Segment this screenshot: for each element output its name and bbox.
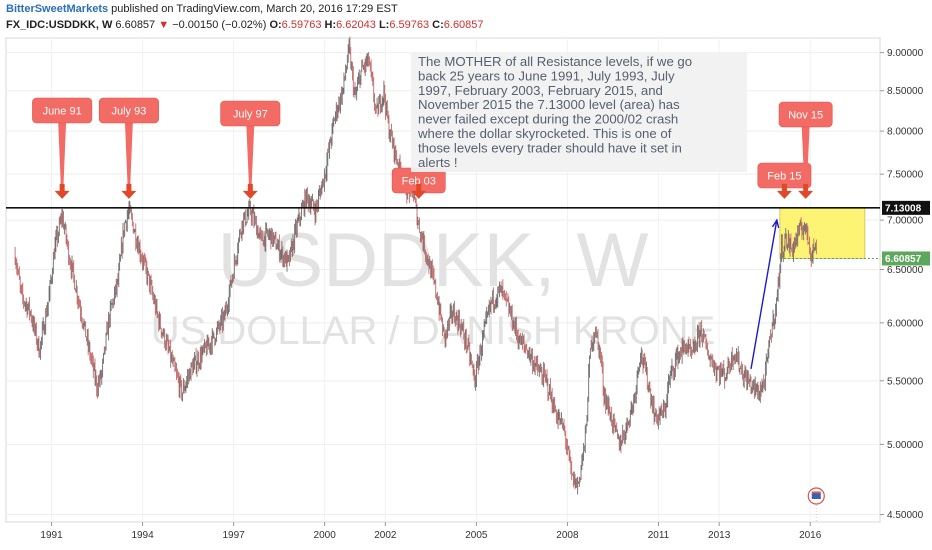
- close-value: 6.60857: [443, 19, 484, 31]
- y-tick-label: 5.00000: [887, 440, 924, 451]
- x-tick-label: 1994: [131, 530, 154, 541]
- x-tick-label: 2000: [314, 530, 337, 541]
- event-icon-body: [811, 493, 821, 499]
- note-line: The MOTHER of all Resistance levels, if …: [418, 54, 692, 69]
- calendar-event-icon: [807, 487, 825, 522]
- down-arrow-icon: [803, 183, 809, 192]
- annotation-callout: Feb 03: [391, 167, 446, 199]
- price-tag-bg: [882, 200, 930, 215]
- x-tick-label: 2002: [374, 530, 397, 541]
- note-line: where the dollar skyrocketed. This is on…: [417, 126, 672, 141]
- callout-pointer: [58, 121, 67, 186]
- x-tick-label: 2005: [465, 530, 488, 541]
- callout-label: July 97: [233, 109, 268, 121]
- x-tick-label: 2011: [648, 530, 670, 541]
- callout-box: [778, 101, 833, 128]
- down-arrow-icon: [247, 183, 253, 192]
- y-tick-label: 7.00000: [887, 216, 924, 227]
- y-tick-label: 4.50000: [887, 510, 924, 521]
- high-value: 6.62043: [336, 19, 376, 31]
- callout-box: [220, 100, 281, 127]
- callout-box: [32, 97, 93, 124]
- x-tick-label: 1991: [40, 530, 63, 541]
- y-tick-label: 7.50000: [887, 170, 924, 181]
- x-tick-label: 2008: [556, 530, 579, 541]
- down-triangle-icon: ▼: [158, 19, 170, 31]
- y-tick-label: 9.00000: [887, 48, 924, 59]
- price-change: −0.00150 (−0.02%): [172, 19, 267, 31]
- symbol-label: FX_IDC:USDDKK, W: [6, 19, 113, 31]
- y-tick-label: 6.00000: [887, 318, 924, 329]
- y-tick-label: 8.50000: [887, 86, 924, 97]
- down-arrow-icon: [59, 183, 65, 192]
- note-line: back 25 years to June 1991, July 1993, J…: [418, 68, 675, 83]
- callout-label: Feb 15: [767, 171, 801, 183]
- low-value: 6.59763: [389, 19, 430, 31]
- price-chart[interactable]: USDDKK, W US DOLLAR / DANISH KRONE June 91…: [0, 36, 932, 550]
- x-tick-label: 2013: [708, 530, 731, 541]
- note-line: never failed except during the 2000/02 c…: [418, 112, 678, 127]
- down-arrow-icon: [416, 183, 422, 192]
- open-label: O:: [269, 19, 282, 31]
- close-label: C:: [432, 19, 444, 31]
- annotation-callout: Feb 15: [757, 162, 812, 199]
- price-tag-label: 6.60857: [885, 254, 922, 265]
- x-axis: 1991 1994 1997 2000 2002 2005 2008 2011 2013 2016: [40, 522, 822, 541]
- down-arrow-icon-head: [776, 190, 792, 199]
- note-box: The MOTHER of all Resistance levels, if …: [411, 52, 747, 172]
- y-axis: 4.50000 5.00000 5.50000 6.00000 6.50000 7.000…: [880, 48, 924, 521]
- trend-arrow-head: [771, 218, 780, 229]
- annotation-callout: July 93: [98, 97, 159, 199]
- note-line: November 2015 the 7.13000 level (area) h…: [418, 97, 680, 112]
- publish-info: published on TradingView.com, March 20, …: [111, 3, 398, 15]
- event-icon-top: [811, 491, 821, 494]
- resistance-price-tag: 7.13008: [882, 200, 930, 215]
- callout-label: June 91: [43, 106, 82, 118]
- callout-pointer: [246, 124, 255, 186]
- y-tick-label: 6.50000: [887, 265, 924, 276]
- note-background: [411, 52, 747, 172]
- x-tick-label: 2016: [799, 530, 822, 541]
- annotation-callout: Nov 15: [778, 101, 833, 199]
- chart-header: BitterSweetMarkets published on TradingV…: [0, 0, 932, 36]
- note-line: 1997, February 2003, February 2015, and: [418, 83, 663, 98]
- low-label: L:: [378, 19, 390, 31]
- note-line: alerts !: [418, 155, 458, 170]
- high-label: H:: [324, 19, 337, 31]
- symbol-line: FX_IDC:USDDKK, W 6.60857 ▼ −0.00150 (−0.…: [6, 19, 484, 31]
- watermark-name: US DOLLAR / DANISH KRONE: [151, 309, 716, 353]
- down-arrow-icon-head: [121, 190, 137, 199]
- callout-label: Nov 15: [788, 110, 823, 122]
- last-price-tag: 6.60857: [882, 251, 930, 266]
- annotation-callout: June 91: [32, 97, 93, 199]
- trend-arrow: [750, 220, 778, 369]
- down-arrow-icon-head: [798, 190, 814, 199]
- callout-box: [98, 97, 159, 124]
- last-price: 6.60857: [115, 19, 156, 31]
- down-arrow-icon-head: [411, 190, 427, 199]
- author-link[interactable]: BitterSweetMarkets: [6, 3, 109, 15]
- note-line: those levels every trader should have it…: [418, 140, 682, 155]
- publish-line: BitterSweetMarkets published on TradingV…: [6, 3, 398, 15]
- y-tick-label: 8.00000: [887, 127, 924, 138]
- down-arrow-icon: [781, 183, 787, 192]
- y-tick-label: 5.50000: [887, 376, 924, 387]
- annotation-callout: July 97: [220, 100, 281, 199]
- down-arrow-icon: [126, 183, 132, 192]
- open-value: 6.59763: [281, 19, 322, 31]
- watermark-symbol: USDDKK, W: [218, 218, 649, 303]
- price-candles: [14, 36, 817, 495]
- callout-label: July 93: [111, 106, 146, 118]
- down-arrow-icon-head: [54, 190, 70, 199]
- callout-label: Feb 03: [402, 176, 436, 188]
- callout-pointer: [801, 125, 810, 186]
- price-tag-bg: [882, 251, 930, 266]
- down-arrow-icon-head: [242, 190, 258, 199]
- price-tag-label: 7.13008: [885, 203, 922, 214]
- callout-pointer: [124, 121, 133, 186]
- x-tick-label: 1997: [222, 530, 245, 541]
